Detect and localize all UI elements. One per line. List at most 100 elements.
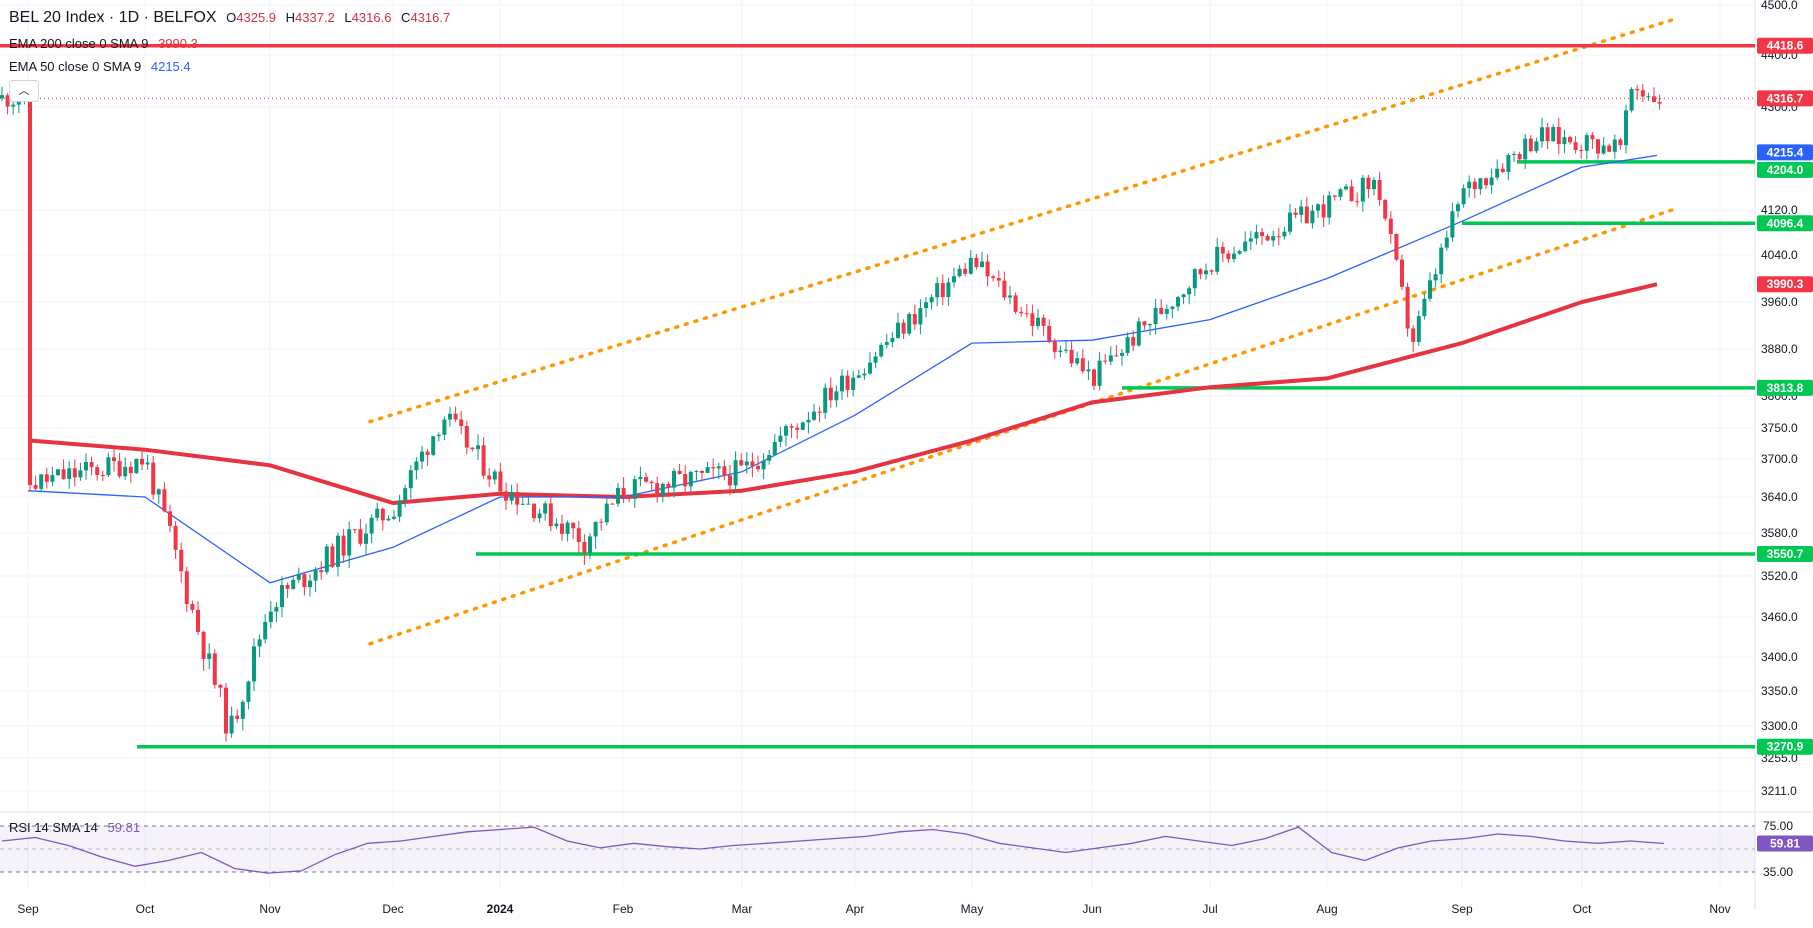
trend-channel-lower[interactable]: [368, 208, 1674, 646]
candle[interactable]: [274, 607, 279, 612]
candle[interactable]: [39, 474, 44, 489]
candle[interactable]: [845, 375, 850, 391]
candle[interactable]: [963, 268, 968, 274]
candle[interactable]: [716, 466, 721, 469]
candle[interactable]: [1562, 137, 1567, 145]
candle[interactable]: [453, 413, 458, 420]
candle[interactable]: [1556, 126, 1561, 145]
candle[interactable]: [246, 681, 251, 702]
candle[interactable]: [1640, 90, 1645, 97]
candle[interactable]: [621, 487, 626, 497]
candle[interactable]: [728, 475, 732, 486]
candle[interactable]: [44, 474, 49, 482]
candle[interactable]: [1142, 321, 1147, 326]
candle[interactable]: [1148, 324, 1152, 326]
candle[interactable]: [1439, 247, 1444, 275]
candle[interactable]: [201, 631, 206, 659]
candle[interactable]: [812, 411, 816, 420]
candle[interactable]: [554, 523, 559, 527]
candle[interactable]: [1058, 350, 1063, 353]
candle[interactable]: [789, 426, 794, 428]
candle[interactable]: [756, 466, 760, 470]
candle[interactable]: [123, 466, 128, 477]
candle[interactable]: [1467, 181, 1472, 189]
candle[interactable]: [912, 313, 917, 325]
candle[interactable]: [224, 687, 228, 734]
candle[interactable]: [1624, 110, 1628, 146]
candle[interactable]: [1523, 138, 1528, 160]
candle[interactable]: [565, 522, 570, 534]
candle[interactable]: [576, 528, 581, 543]
candle[interactable]: [89, 461, 94, 468]
ema200-legend[interactable]: EMA 200 close 0 SMA 9 3990.3: [9, 36, 198, 51]
candle[interactable]: [1517, 153, 1522, 160]
candle[interactable]: [907, 313, 912, 334]
candle[interactable]: [504, 491, 508, 501]
candle[interactable]: [1388, 218, 1393, 234]
candle[interactable]: [431, 436, 436, 455]
candle[interactable]: [1394, 233, 1399, 260]
candle[interactable]: [5, 95, 10, 107]
candle[interactable]: [1500, 168, 1505, 172]
candle[interactable]: [1304, 206, 1309, 224]
candle[interactable]: [1601, 145, 1606, 154]
candle[interactable]: [952, 276, 956, 283]
candle[interactable]: [1450, 211, 1455, 238]
candle[interactable]: [767, 455, 772, 461]
candle[interactable]: [1260, 232, 1264, 236]
candle[interactable]: [560, 523, 564, 534]
candle[interactable]: [151, 462, 156, 495]
candle[interactable]: [173, 525, 178, 550]
candle[interactable]: [1472, 181, 1477, 190]
candle[interactable]: [795, 427, 800, 430]
candle[interactable]: [879, 344, 884, 357]
candle[interactable]: [1618, 139, 1623, 146]
candle[interactable]: [772, 441, 777, 456]
candle[interactable]: [1204, 270, 1208, 275]
candle[interactable]: [862, 373, 867, 376]
candle[interactable]: [95, 467, 100, 475]
candle[interactable]: [464, 426, 469, 448]
candle[interactable]: [1108, 355, 1113, 362]
candle[interactable]: [1545, 127, 1550, 142]
candle[interactable]: [604, 503, 609, 523]
candle[interactable]: [1428, 280, 1432, 299]
candle[interactable]: [890, 337, 895, 343]
candle[interactable]: [481, 445, 486, 476]
candle[interactable]: [974, 257, 979, 268]
candle[interactable]: [1551, 126, 1556, 142]
candle[interactable]: [179, 549, 184, 572]
candle[interactable]: [498, 471, 503, 492]
candle[interactable]: [162, 489, 167, 512]
candle[interactable]: [1136, 321, 1141, 346]
candle[interactable]: [705, 467, 710, 473]
candle[interactable]: [196, 609, 200, 632]
candle[interactable]: [134, 458, 139, 474]
candle[interactable]: [375, 508, 380, 518]
candle[interactable]: [1080, 358, 1085, 372]
candle[interactable]: [1344, 186, 1348, 190]
candle[interactable]: [828, 387, 833, 401]
candle[interactable]: [330, 546, 335, 567]
candle[interactable]: [268, 611, 273, 622]
candle[interactable]: [128, 466, 133, 474]
candle[interactable]: [896, 322, 900, 338]
candle[interactable]: [1075, 358, 1080, 364]
candle[interactable]: [548, 503, 553, 527]
candle[interactable]: [459, 419, 464, 427]
candle[interactable]: [784, 426, 788, 436]
candle[interactable]: [84, 461, 88, 471]
candle[interactable]: [364, 533, 368, 544]
candle[interactable]: [980, 261, 984, 268]
candle[interactable]: [739, 460, 744, 466]
candle[interactable]: [1568, 137, 1572, 143]
candle[interactable]: [291, 579, 296, 589]
candle[interactable]: [851, 377, 856, 391]
candle[interactable]: [240, 701, 245, 719]
candle[interactable]: [1596, 139, 1600, 154]
candle[interactable]: [324, 546, 329, 573]
candle[interactable]: [1629, 88, 1634, 111]
candle[interactable]: [677, 470, 682, 475]
candle[interactable]: [873, 356, 878, 363]
candle[interactable]: [319, 570, 324, 573]
